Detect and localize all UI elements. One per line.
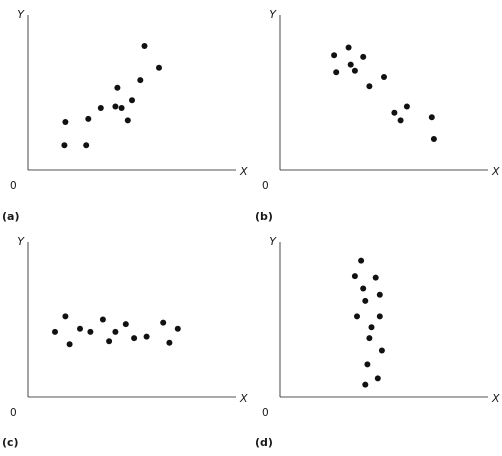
panel-label-b: (b) (255, 210, 273, 223)
data-point-a-2 (62, 119, 69, 125)
data-point-a-10 (129, 97, 135, 104)
data-point-a-5 (97, 105, 104, 111)
data-point-b-8 (381, 74, 387, 80)
data-point-d-2 (354, 313, 360, 320)
data-point-d-14 (374, 375, 381, 382)
data-point-c-4 (77, 325, 83, 332)
data-point-a-13 (156, 64, 162, 71)
data-point-a-11 (137, 77, 144, 84)
data-point-b-1 (331, 52, 338, 59)
data-point-a-3 (83, 142, 90, 149)
data-point-d-7 (364, 361, 371, 368)
data-point-c-6 (99, 316, 106, 323)
y-axis-label-b: Y (269, 8, 277, 21)
data-point-c-2 (62, 313, 69, 320)
data-point-c-8 (112, 328, 119, 335)
data-point-b-13 (430, 136, 437, 142)
data-point-c-1 (52, 328, 58, 335)
data-point-b-6 (360, 53, 367, 60)
data-point-b-5 (351, 67, 358, 74)
origin-label-d: 0 (262, 407, 269, 419)
data-point-d-12 (376, 313, 383, 320)
data-point-a-9 (124, 117, 131, 124)
data-point-d-8 (366, 335, 373, 342)
x-axis-label-b: X (491, 165, 500, 178)
data-point-d-11 (376, 291, 383, 298)
data-point-c-11 (143, 333, 150, 340)
data-point-d-3 (358, 257, 365, 264)
data-point-d-5 (362, 297, 369, 304)
data-point-b-12 (428, 114, 435, 121)
data-point-d-10 (372, 274, 379, 281)
data-point-b-7 (366, 83, 373, 90)
origin-label-a: 0 (10, 180, 17, 192)
panel-c: Y X 0 (c) (2, 235, 248, 449)
data-point-c-7 (106, 338, 113, 345)
data-point-d-1 (351, 273, 358, 280)
x-axis-label-a: X (239, 165, 248, 178)
data-point-c-5 (87, 328, 94, 335)
data-point-a-4 (85, 115, 92, 122)
y-axis-label-a: Y (17, 8, 25, 21)
data-point-c-10 (131, 335, 138, 342)
panel-label-a: (a) (2, 210, 19, 223)
y-axis-label-d: Y (269, 235, 277, 248)
data-point-b-10 (397, 117, 404, 124)
data-point-c-14 (174, 325, 181, 332)
data-point-a-7 (114, 84, 121, 91)
data-point-b-11 (403, 103, 410, 110)
origin-label-b: 0 (262, 180, 269, 192)
x-axis-label-c: X (239, 392, 248, 405)
data-point-b-4 (347, 61, 354, 68)
data-point-b-9 (391, 109, 398, 116)
panel-label-c: (c) (2, 436, 19, 449)
data-point-d-4 (360, 285, 367, 292)
panel-label-d: (d) (255, 436, 273, 449)
data-point-d-13 (378, 347, 385, 354)
data-point-b-2 (333, 69, 340, 76)
y-axis-label-c: Y (17, 235, 25, 248)
data-point-a-6 (112, 103, 119, 110)
panel-a: Y X 0 (a) (2, 8, 248, 223)
data-point-d-9 (368, 324, 375, 331)
panel-b: Y X 0 (b) (255, 8, 500, 223)
panel-d: Y X 0 (d) (255, 235, 500, 449)
data-point-d-6 (362, 381, 369, 388)
data-point-c-9 (122, 321, 129, 328)
data-point-a-1 (61, 142, 68, 149)
data-point-c-12 (160, 319, 167, 326)
origin-label-c: 0 (10, 407, 17, 419)
data-point-c-13 (166, 339, 173, 346)
data-point-c-3 (66, 341, 73, 348)
data-point-b-3 (345, 44, 352, 51)
data-point-a-8 (118, 105, 125, 111)
data-point-a-12 (141, 43, 148, 49)
x-axis-label-d: X (491, 392, 500, 405)
